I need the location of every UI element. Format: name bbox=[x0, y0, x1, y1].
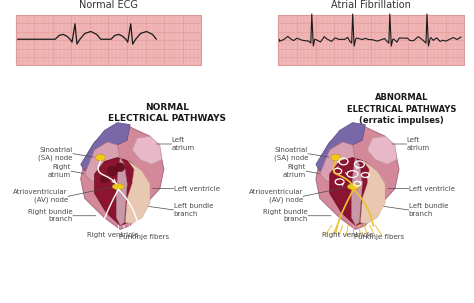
Polygon shape bbox=[360, 159, 385, 224]
Polygon shape bbox=[367, 136, 397, 164]
Text: Purkinje fibers: Purkinje fibers bbox=[119, 234, 169, 240]
Polygon shape bbox=[320, 142, 356, 184]
Text: Atrial Fibrillation: Atrial Fibrillation bbox=[331, 0, 411, 10]
Text: Left bundle
branch: Left bundle branch bbox=[173, 203, 213, 217]
Polygon shape bbox=[316, 123, 365, 171]
Text: NORMAL
ELECTRICAL PATHWAYS: NORMAL ELECTRICAL PATHWAYS bbox=[108, 103, 226, 123]
Bar bbox=[278, 15, 464, 65]
Text: ABNORMAL
ELECTRICAL PATHWAYS
(erratic impulses): ABNORMAL ELECTRICAL PATHWAYS (erratic im… bbox=[347, 94, 456, 125]
Polygon shape bbox=[81, 123, 130, 171]
Polygon shape bbox=[116, 158, 127, 225]
Text: Left
atrium: Left atrium bbox=[172, 137, 195, 151]
Circle shape bbox=[100, 175, 109, 183]
Text: Atrioventricular
(AV) node: Atrioventricular (AV) node bbox=[248, 189, 303, 203]
Polygon shape bbox=[132, 136, 162, 164]
Text: Left ventricle: Left ventricle bbox=[409, 186, 455, 191]
Text: Left bundle
branch: Left bundle branch bbox=[409, 203, 448, 217]
Text: Left
atrium: Left atrium bbox=[407, 137, 430, 151]
Text: Sinoatrial
(SA) node: Sinoatrial (SA) node bbox=[38, 147, 73, 161]
Text: Normal ECG: Normal ECG bbox=[79, 0, 138, 10]
Text: Right ventricle: Right ventricle bbox=[87, 232, 138, 238]
Ellipse shape bbox=[347, 184, 359, 190]
Polygon shape bbox=[352, 158, 362, 225]
Text: Right ventricle: Right ventricle bbox=[322, 232, 373, 238]
Circle shape bbox=[108, 166, 118, 176]
Polygon shape bbox=[316, 125, 399, 229]
Text: Sinoatrial
(SA) node: Sinoatrial (SA) node bbox=[273, 147, 308, 161]
Text: Purkinje fibers: Purkinje fibers bbox=[354, 234, 404, 240]
Polygon shape bbox=[330, 158, 379, 225]
Polygon shape bbox=[81, 125, 164, 229]
Polygon shape bbox=[125, 159, 150, 224]
Polygon shape bbox=[85, 142, 120, 184]
Bar bbox=[16, 15, 201, 65]
Text: Right
atrium: Right atrium bbox=[48, 165, 71, 178]
Text: Right bundle
branch: Right bundle branch bbox=[28, 209, 73, 222]
Text: Atrioventricular
(AV) node: Atrioventricular (AV) node bbox=[13, 189, 68, 203]
Polygon shape bbox=[95, 158, 144, 225]
Text: Right bundle
branch: Right bundle branch bbox=[264, 209, 308, 222]
Text: Left ventricle: Left ventricle bbox=[173, 186, 219, 191]
Ellipse shape bbox=[331, 154, 341, 161]
Text: Right
atrium: Right atrium bbox=[283, 165, 306, 178]
Ellipse shape bbox=[96, 154, 106, 161]
Ellipse shape bbox=[112, 184, 124, 190]
Circle shape bbox=[116, 163, 125, 171]
